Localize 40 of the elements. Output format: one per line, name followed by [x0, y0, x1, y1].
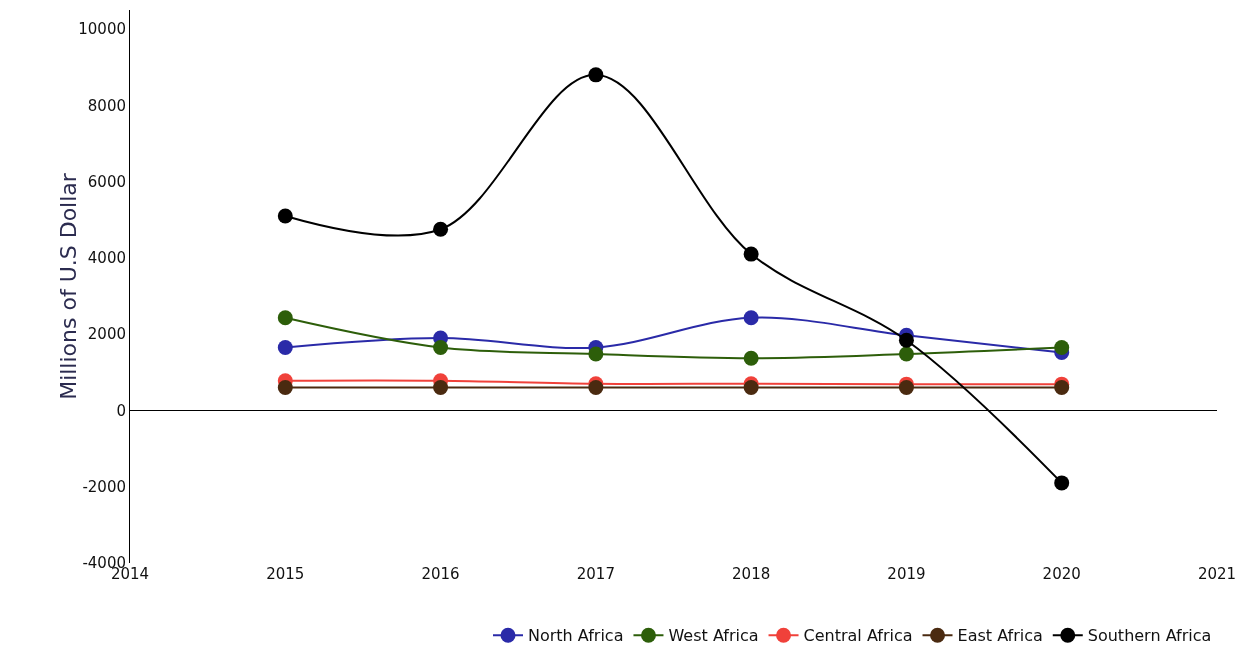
point [588, 380, 604, 396]
legend-label: North Africa [528, 626, 624, 646]
legend-label: Southern Africa [1087, 626, 1212, 646]
point [433, 380, 449, 396]
point [277, 380, 293, 396]
point [743, 246, 759, 262]
point [433, 340, 449, 356]
point [277, 310, 293, 326]
point [588, 346, 604, 362]
point [743, 350, 759, 366]
y-tick-label: 6000 [87, 172, 126, 191]
legend-label: East Africa [957, 626, 1043, 646]
point [588, 67, 604, 83]
legend-label: West Africa [668, 626, 759, 646]
point [898, 380, 914, 396]
y-tick-label: 10000 [78, 20, 126, 39]
x-tick-label: 2020 [1042, 565, 1081, 583]
x-tick-label: 2016 [421, 565, 460, 583]
y-tick-label: 8000 [87, 96, 126, 115]
y-tick-label: 2000 [87, 325, 126, 344]
point [1054, 380, 1070, 396]
point [898, 346, 914, 362]
point [1054, 475, 1070, 491]
point [743, 380, 759, 396]
point [898, 332, 914, 348]
x-tick-label: 2021 [1197, 565, 1237, 583]
point [277, 208, 293, 224]
point [1054, 340, 1070, 356]
point [743, 310, 759, 326]
point [277, 340, 293, 356]
x-tick-label: 2017 [576, 565, 615, 583]
point [433, 221, 449, 237]
y-tick-label: -2000 [82, 477, 126, 496]
x-tick-label: 2015 [266, 565, 305, 583]
y-tick-label: 4000 [87, 249, 126, 268]
y-axis-title: Millions of U.S Dollar [56, 172, 81, 400]
x-tick-label: 2019 [887, 565, 926, 583]
y-tick-label: 0 [116, 401, 126, 420]
x-tick-label: 2018 [732, 565, 771, 583]
legend-label: Central Africa [803, 626, 913, 646]
